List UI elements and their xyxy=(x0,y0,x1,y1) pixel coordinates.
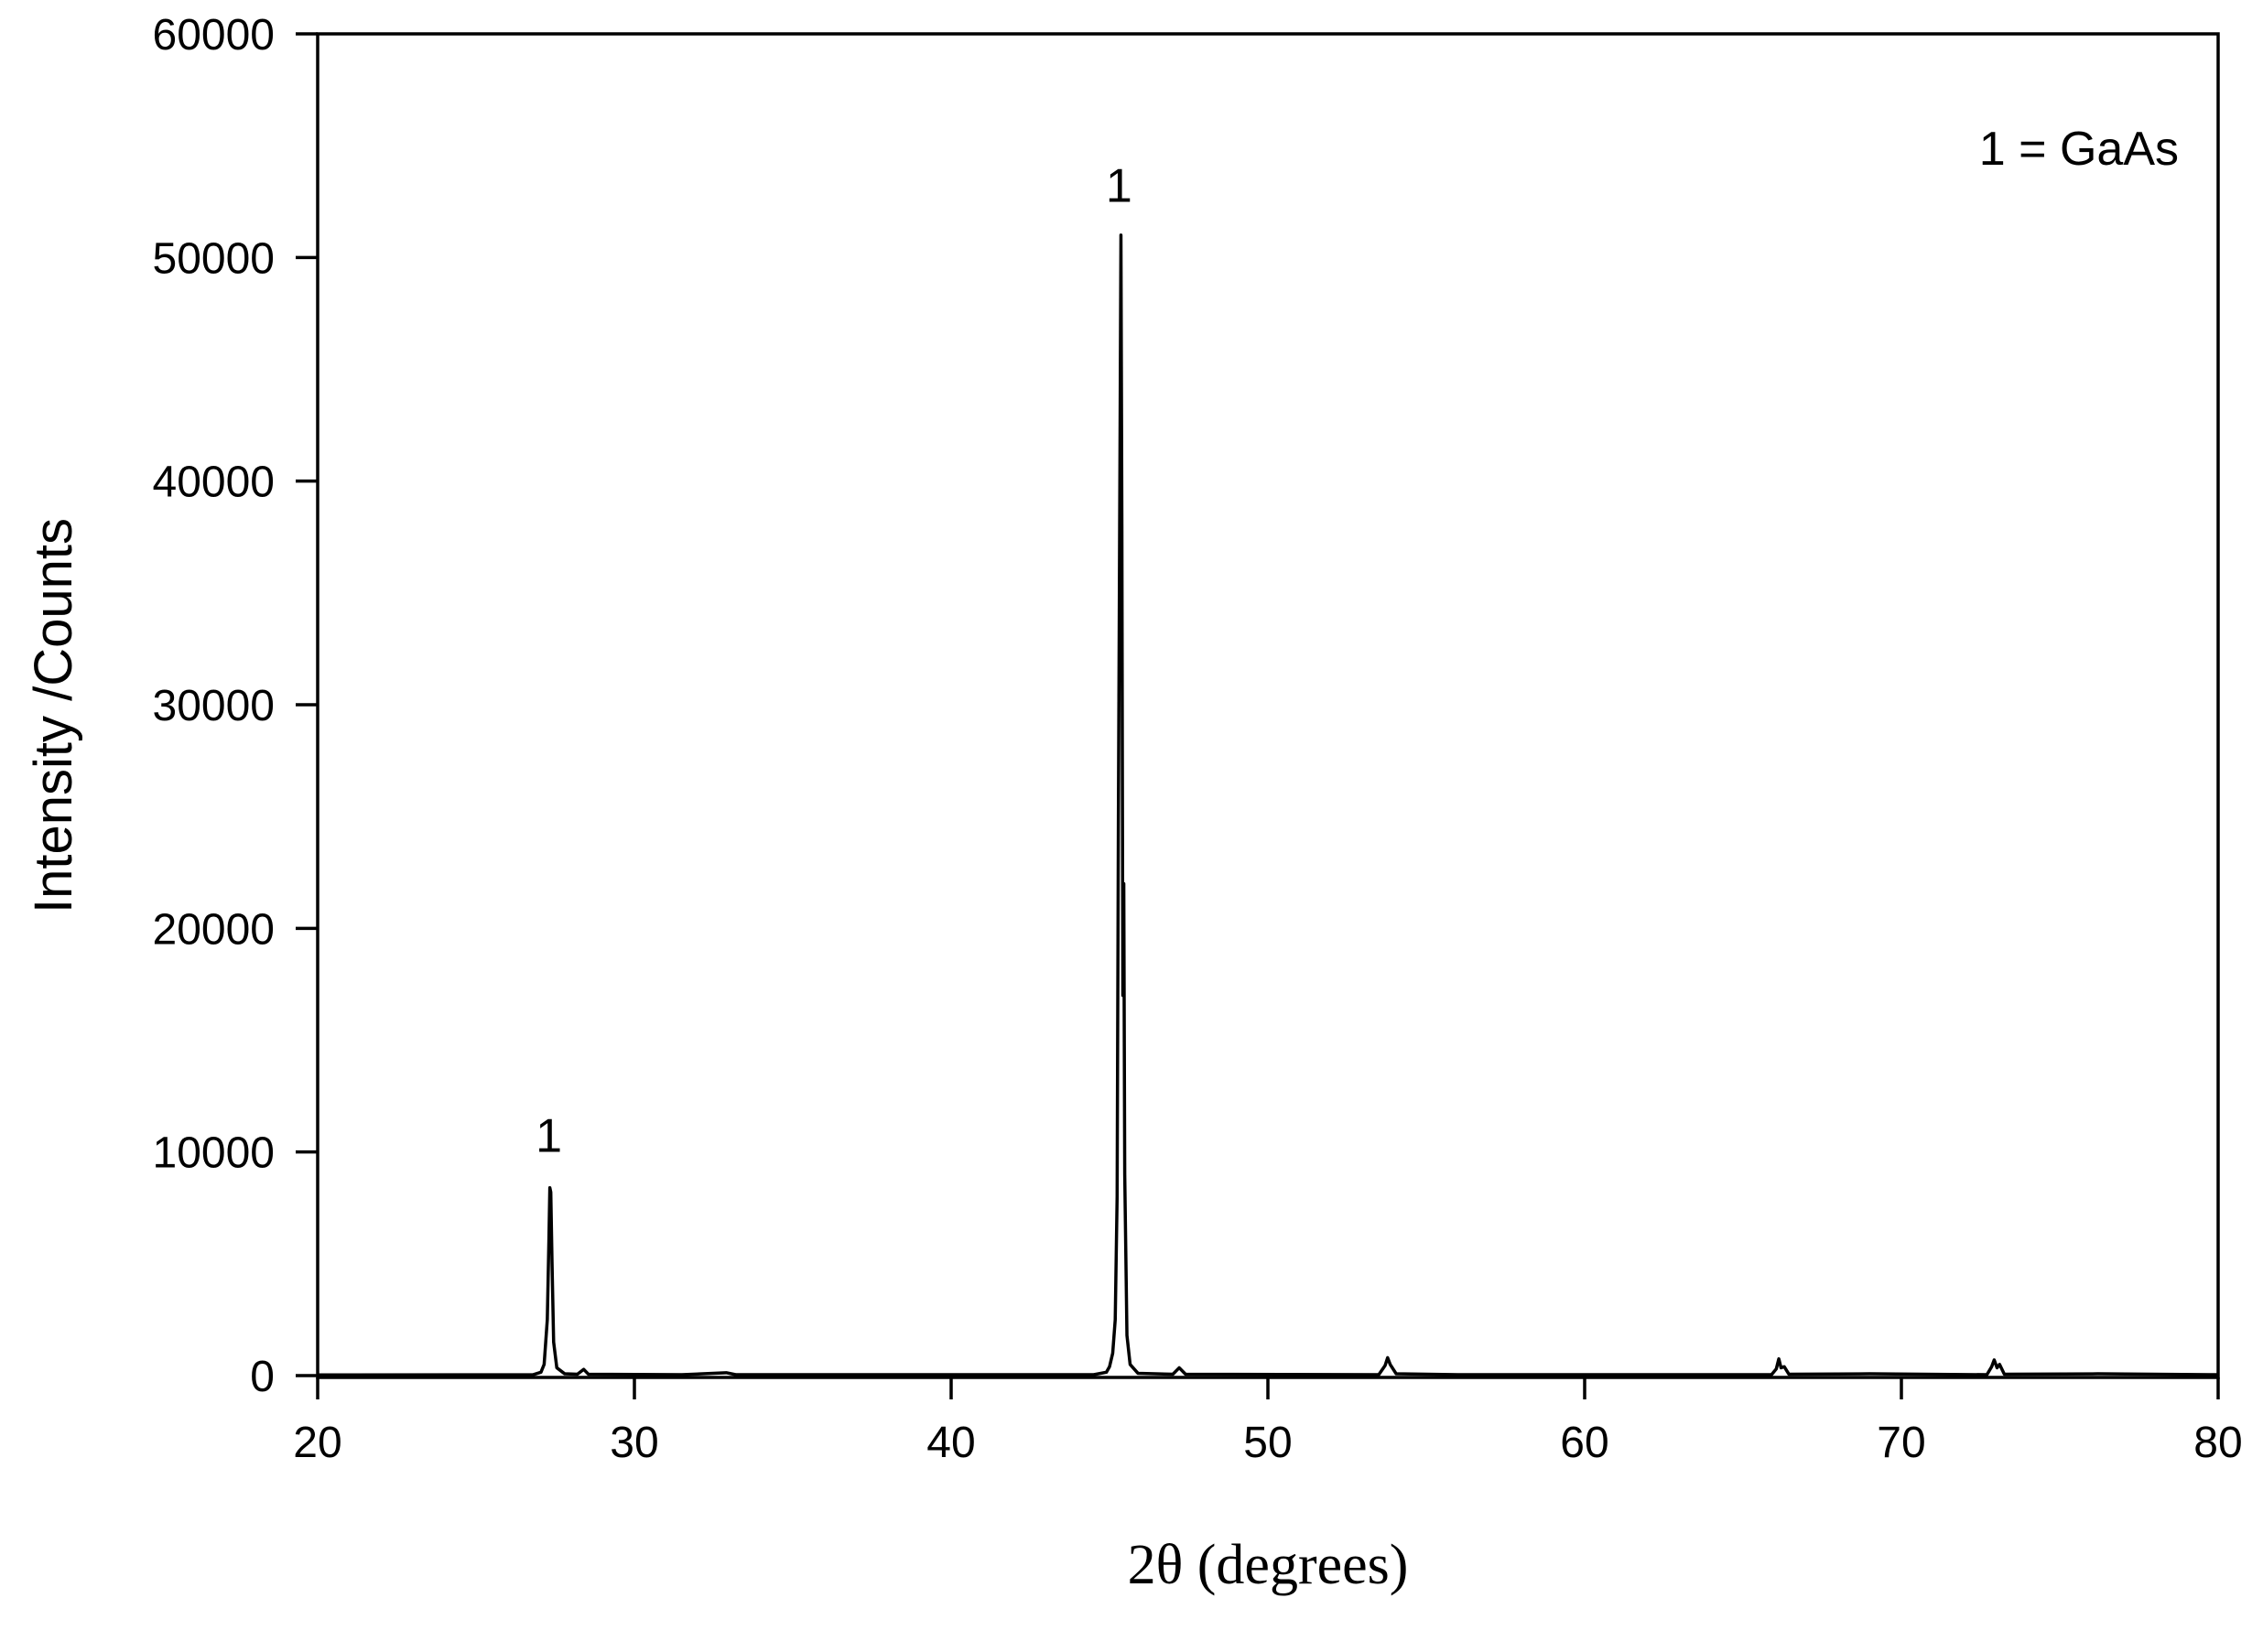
peak-annotations: 11 xyxy=(536,159,1132,1162)
y-tick-label-6: 60000 xyxy=(153,11,275,59)
diffraction-pattern-line xyxy=(317,233,2219,1377)
y-tick-label-1: 10000 xyxy=(153,1129,275,1178)
x-tick-label-4: 60 xyxy=(1560,1419,1608,1467)
x-tick-label-5: 70 xyxy=(1877,1419,1925,1467)
peak-label-1: 1 xyxy=(1106,159,1132,212)
x-tick-label-3: 50 xyxy=(1243,1419,1292,1467)
x-tick-label-2: 40 xyxy=(926,1419,975,1467)
y-tick-label-5: 50000 xyxy=(153,234,275,283)
legend-note: 1 = GaAs xyxy=(1979,123,2179,176)
peak-label-0: 1 xyxy=(536,1110,562,1163)
y-axis-title: Intensity /Counts xyxy=(24,518,83,913)
y-tick-label-4: 40000 xyxy=(153,459,275,507)
x-axis-title: 2θ (degrees) xyxy=(1128,1534,1409,1596)
y-tick-label-3: 30000 xyxy=(153,682,275,730)
x-tick-label-1: 30 xyxy=(610,1419,658,1467)
x-axis: 20 30 40 50 60 70 80 xyxy=(293,1377,2243,1467)
y-tick-label-2: 20000 xyxy=(153,905,275,954)
y-tick-label-0: 0 xyxy=(250,1353,275,1401)
y-axis: 0 10000 20000 30000 40000 50000 60000 xyxy=(153,11,318,1401)
x-tick-label-0: 20 xyxy=(293,1419,341,1467)
plot-frame xyxy=(316,32,2220,1379)
x-tick-label-6: 80 xyxy=(2193,1419,2242,1467)
